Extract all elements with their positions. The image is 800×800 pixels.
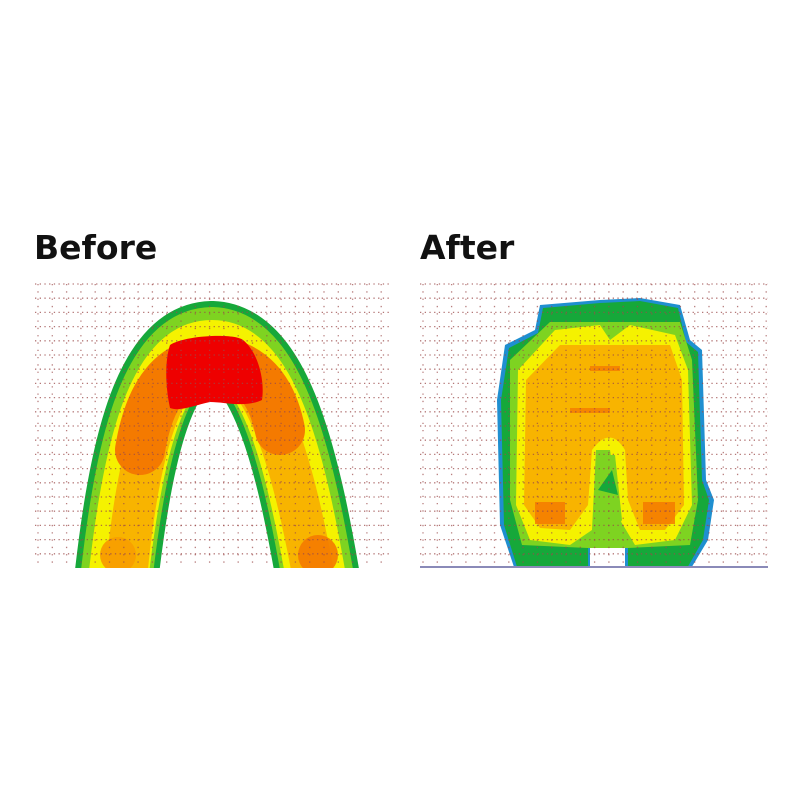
before-peak-red — [166, 335, 263, 410]
before-heatmap — [75, 301, 359, 568]
after-hot-mid — [570, 408, 610, 413]
after-title: After — [420, 228, 515, 267]
before-title: Before — [34, 228, 158, 267]
after-hot-top — [590, 366, 620, 371]
after-heatmap — [420, 298, 768, 568]
after-band-gold — [524, 345, 684, 530]
after-baseline — [420, 566, 768, 568]
after-hot-right — [643, 502, 675, 524]
before-heel-right — [298, 535, 338, 568]
sensor-grid — [35, 283, 768, 566]
after-hot-left — [535, 502, 565, 524]
before-heel-left — [100, 537, 136, 568]
